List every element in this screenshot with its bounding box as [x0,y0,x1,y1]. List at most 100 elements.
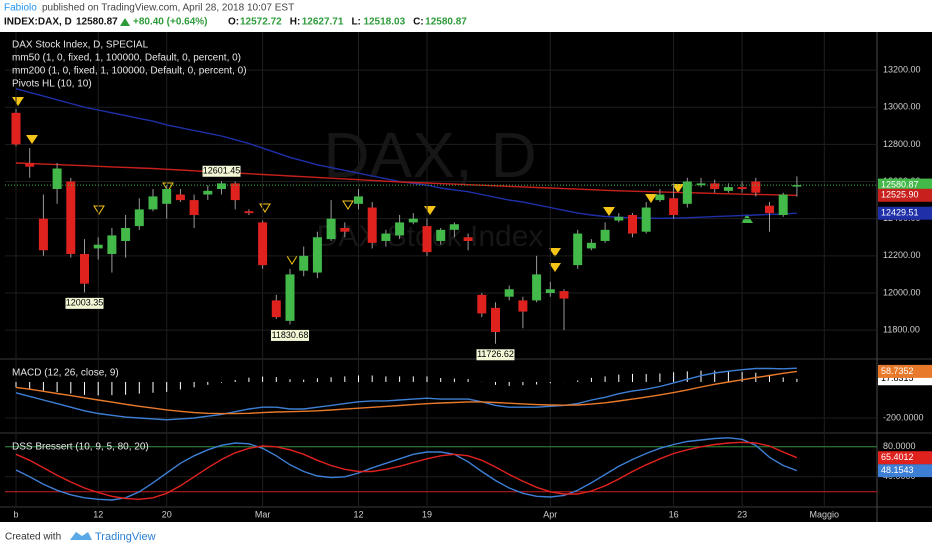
candle-body [121,227,131,241]
candle-body [80,253,89,284]
legend-title: DSS Bressert (10, 9, 5, 80, 20) [12,442,149,453]
ohlc-key: H: [290,17,301,28]
watermark: DAX, D [323,119,536,191]
last-value-label: 12580.87 [881,179,919,189]
y-tick-label: 80.0000 [883,441,916,451]
candle-body [559,291,569,299]
y-tick-label: 11800.00 [883,325,920,335]
y-tick-label: 13000.00 [883,102,921,112]
ohlc-value: 12518.03 [363,17,405,28]
candle-body [381,233,391,241]
candle-body [573,233,583,266]
candle-body [312,237,322,273]
legend-entry: mm50 (1, 0, fixed, 1, 100000, Default, 0… [12,53,241,64]
last-value-label: 48.1543 [881,465,914,475]
series-line [15,162,797,196]
last-value-box [878,464,932,478]
last-price: 12580.87 [76,17,118,28]
candle-body [586,242,596,249]
pivot-label-box [65,297,104,309]
y-tick-label: 13200.00 [883,64,921,74]
candle-body [395,222,405,236]
candle-body [93,244,103,249]
last-value-label: 12525.90 [881,190,919,200]
candle-body [600,229,610,241]
last-value-label: 58.7352 [881,366,914,376]
footer-brand[interactable]: TradingView [95,531,156,543]
series-line [15,370,797,415]
pivot-label: 11830.68 [272,330,309,340]
ohlc-key: L: [351,17,360,28]
candle-body [11,112,21,145]
last-value-box [878,188,932,202]
candle-body [518,300,528,312]
series-line [15,437,798,501]
x-tick-label: 20 [162,509,172,519]
last-value-label: 65.4012 [881,452,914,462]
symbol: INDEX:DAX, D [4,17,72,28]
ohlc-value: 12572.72 [240,17,282,28]
x-tick-label: 19 [422,509,432,519]
candle-body [696,183,706,186]
x-tick-label: Maggio [810,509,840,519]
change: +80.40 (+0.64%) [133,17,208,28]
candle-body [628,214,637,234]
candle-body [134,209,144,227]
x-tick-label: Apr [543,509,557,519]
pivot-label: 11726.62 [477,349,514,359]
candle-body [655,194,665,201]
y-tick-label: 12000.00 [883,287,921,297]
candle-body [477,294,487,314]
candle-body [25,162,35,167]
legend-entry: mm200 (1, 0, fixed, 1, 100000, Default, … [12,66,247,77]
ohlc-key: O: [228,17,239,28]
last-value-box [878,178,932,192]
last-value-box [878,451,932,465]
candle-body [299,255,309,271]
up-arrow [120,18,130,26]
candle-body [710,183,720,189]
candle-body [449,224,459,230]
pivot-label: 12601.45 [203,166,241,176]
candle-body [340,227,350,232]
pivot-label-box [271,329,309,341]
candle-body [189,200,199,215]
author[interactable]: Fabiolo [4,3,37,14]
chart-background [0,32,932,522]
x-tick-label: 12 [353,509,363,519]
last-value-label: 12429.51 [881,208,919,218]
candle-body [491,307,500,332]
candle-body [532,274,542,301]
candle-body [175,194,185,201]
candle-body [504,289,514,297]
x-tick-label: 23 [737,509,747,519]
ohlc-key: C: [413,17,424,28]
logo [70,532,92,540]
ohlc-value: 12580.87 [425,17,467,28]
candle-body [354,196,363,204]
candle-body [244,211,254,214]
candle-body [38,218,48,251]
candle-body [682,181,692,204]
candle-body [408,218,418,223]
candle-body [765,205,774,214]
pivot-label-box [202,165,241,177]
candle-body [792,185,802,187]
published: published on TradingView.com, April 28, … [42,3,294,14]
candle-body [107,235,117,254]
x-tick-label: b [13,509,18,519]
ohlc-value: 12627.71 [302,17,344,28]
candle-body [641,207,651,232]
candle-body [614,216,624,221]
x-tick-label: Mar [255,509,271,519]
candle-body [52,168,62,189]
candle-body [669,198,679,215]
y-tick-label: -200.0000 [883,412,924,422]
candle-body [230,183,240,201]
candle-body [737,187,747,189]
candle-body [148,196,158,210]
last-value-box [878,206,932,220]
candle-body [162,188,172,204]
